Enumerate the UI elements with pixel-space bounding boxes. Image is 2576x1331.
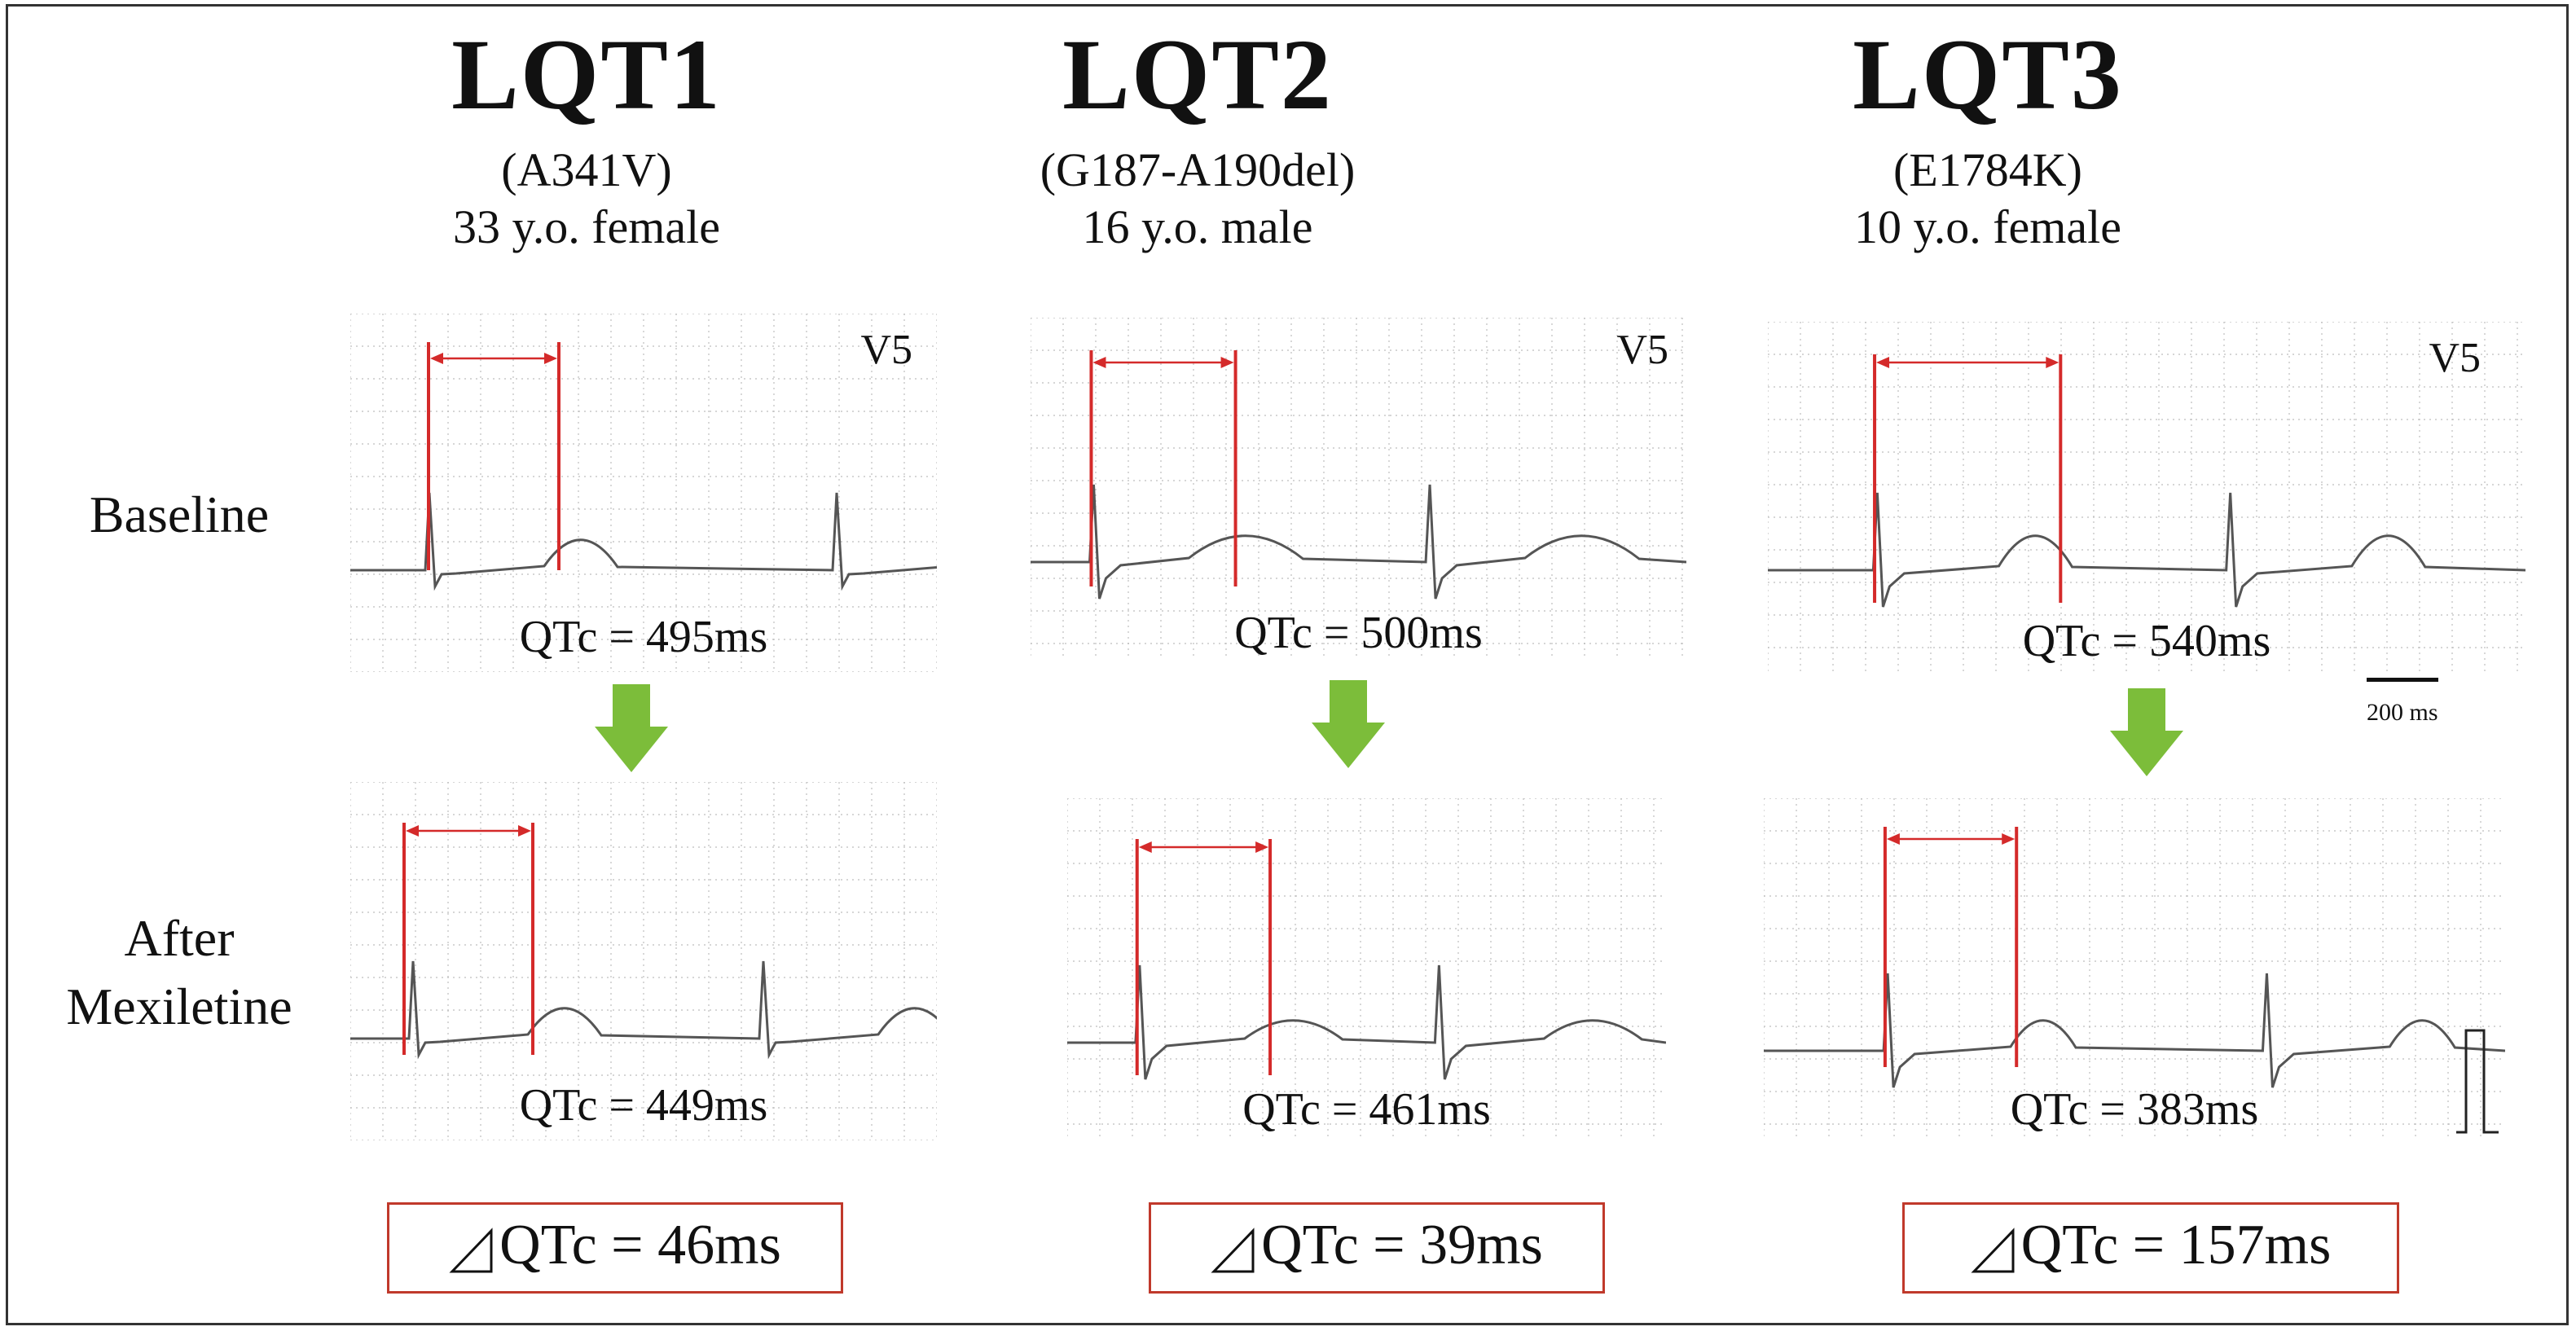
mutation-label: (A341V): [501, 143, 672, 196]
arrowhead-right-icon: [2046, 357, 2059, 368]
delta-qtc-value: QTc = 46ms: [499, 1214, 781, 1276]
subtype-name: LQT3: [1853, 19, 2123, 130]
down-arrow-icon: [595, 684, 668, 772]
arrowhead-right-icon: [2002, 833, 2016, 845]
ecg-strip: [1067, 798, 1666, 1140]
ecg-trace: [1031, 484, 1686, 600]
arrowhead-left-icon: [1886, 833, 1900, 845]
arrowhead-left-icon: [430, 353, 443, 364]
arrowhead-left-icon: [1876, 357, 1890, 368]
lead-label: V5: [1616, 327, 1668, 373]
ecg-strip: [350, 314, 937, 672]
patient-label: 16 y.o. male: [1082, 200, 1313, 253]
qtc-value: QTc = 495ms: [519, 612, 768, 662]
delta-qtc-box-lqt2: QTc = 39ms: [1149, 1202, 1605, 1294]
lead-label: V5: [860, 327, 912, 373]
delta-qtc-value: QTc = 39ms: [1261, 1214, 1543, 1276]
ecg-trace: [1768, 492, 2525, 608]
delta-triangle-icon: [449, 1228, 493, 1273]
subtype-name: LQT1: [451, 19, 722, 130]
mutation-label: (E1784K): [1893, 143, 2082, 196]
delta-qtc-box-lqt3: QTc = 157ms: [1902, 1202, 2399, 1294]
qtc-value: QTc = 449ms: [519, 1080, 768, 1131]
patient-label: 10 y.o. female: [1853, 200, 2121, 253]
arrowhead-right-icon: [1220, 357, 1234, 368]
calibration-pulse: [2456, 1029, 2499, 1134]
qtc-value: QTc = 500ms: [1234, 608, 1483, 658]
ecg-panel-lqt1-baseline: V5 QTc = 495ms: [350, 314, 937, 672]
patient-label: 33 y.o. female: [452, 200, 720, 253]
column-title-lqt3: LQT3 (E1784K) 10 y.o. female: [1703, 24, 2273, 256]
row-label-line: Mexiletine: [66, 977, 292, 1035]
figure-frame: [6, 4, 2569, 1325]
mutation-label: (G187-A190del): [1040, 143, 1356, 196]
ecg-panel-lqt2-after: QTc = 461ms: [1067, 798, 1666, 1140]
arrowhead-left-icon: [1092, 357, 1106, 368]
ecg-strip: [1031, 318, 1686, 660]
qtc-value: QTc = 540ms: [2022, 616, 2271, 666]
ecg-panel-lqt1-after: QTc = 449ms: [350, 782, 937, 1140]
ecg-trace: [350, 960, 937, 1060]
arrowhead-left-icon: [406, 825, 419, 837]
ecg-grid: [1764, 798, 2505, 1140]
arrowhead-right-icon: [1255, 841, 1269, 853]
ecg-trace: [350, 492, 937, 591]
ecg-strip: [1764, 798, 2505, 1140]
delta-triangle-icon: [1971, 1228, 2015, 1273]
ecg-panel-lqt2-baseline: V5 QTc = 500ms: [1031, 318, 1686, 660]
scale-bar: [2367, 678, 2438, 682]
qtc-value: QTc = 461ms: [1242, 1084, 1491, 1135]
ecg-panel-lqt3-after: QTc = 383ms: [1764, 798, 2505, 1140]
ecg-grid: [1067, 798, 1666, 1140]
row-label-line: After: [124, 909, 235, 967]
ecg-trace: [1764, 973, 2505, 1088]
ecg-grid: [1031, 318, 1686, 660]
row-label-after-mexiletine: After Mexiletine: [16, 904, 342, 1041]
ecg-grid: [350, 782, 937, 1140]
ecg-trace: [1067, 964, 1666, 1080]
row-label-baseline: Baseline: [89, 485, 270, 543]
delta-qtc-value: QTc = 157ms: [2020, 1214, 2332, 1276]
arrowhead-left-icon: [1138, 841, 1152, 853]
ecg-strip: [350, 782, 937, 1140]
delta-qtc-box-lqt1: QTc = 46ms: [387, 1202, 843, 1294]
ecg-panel-lqt3-baseline: V5 QTc = 540ms: [1768, 322, 2525, 672]
subtype-name: LQT2: [1062, 19, 1333, 130]
arrowhead-right-icon: [544, 353, 557, 364]
column-title-lqt1: LQT1 (A341V) 33 y.o. female: [301, 24, 872, 256]
column-title-lqt2: LQT2 (G187-A190del) 16 y.o. male: [912, 24, 1483, 256]
lead-label: V5: [2429, 335, 2481, 381]
scale-bar-label: 200 ms: [2367, 699, 2438, 726]
qtc-value: QTc = 383ms: [2010, 1084, 2259, 1135]
ecg-strip: [1768, 322, 2525, 672]
delta-triangle-icon: [1211, 1228, 1255, 1273]
down-arrow-icon: [1312, 680, 1385, 768]
down-arrow-icon: [2110, 688, 2183, 776]
arrowhead-right-icon: [518, 825, 531, 837]
